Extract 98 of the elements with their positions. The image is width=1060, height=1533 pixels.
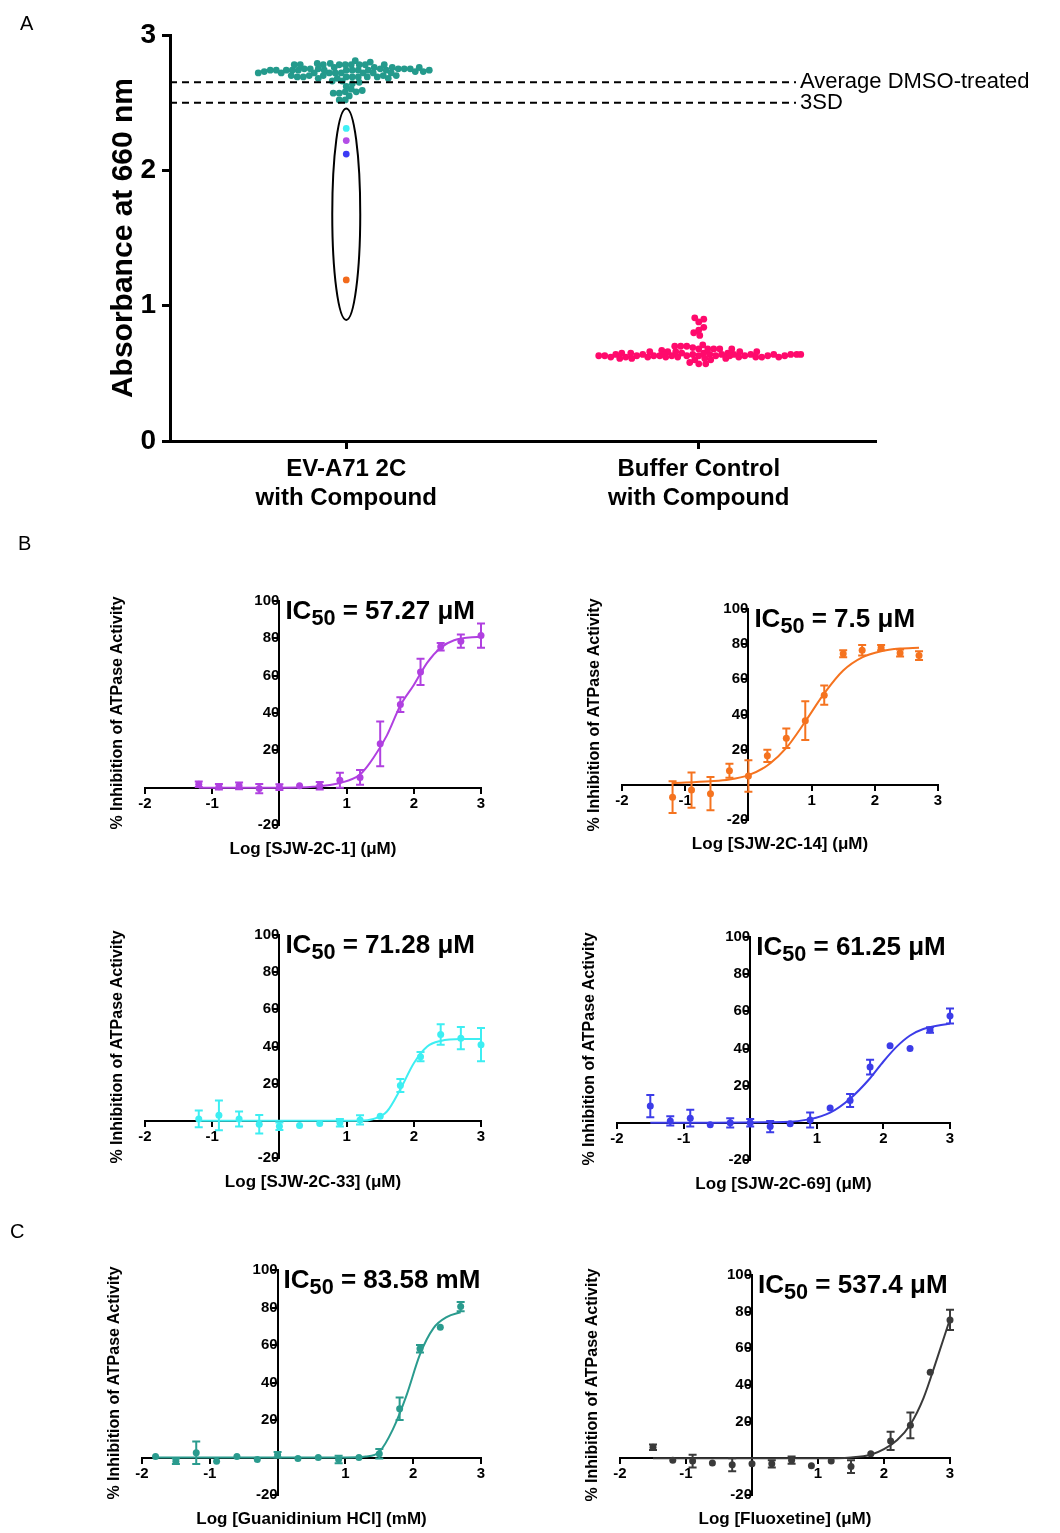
x-tick-label: -2 — [138, 793, 152, 811]
x-tick-label: 2 — [409, 793, 418, 811]
point — [886, 1042, 894, 1050]
chart-title: IC$_{50}$ = 57.27 μM — [285, 595, 475, 632]
x-axis-title: Log [Guanidinium HCl] (mM) — [196, 1509, 427, 1529]
x-tick-label: -1 — [676, 1128, 691, 1146]
y-axis-title: % Inhibition of ATPase Activity — [105, 1265, 123, 1500]
y-tick-label: 100 — [725, 927, 751, 945]
y-tick-label: 80 — [733, 964, 751, 982]
point — [926, 1368, 934, 1376]
x-tick-label: 2 — [870, 790, 879, 808]
y-axis-title: % Inhibition of ATPase Activity — [580, 931, 598, 1166]
x-tick-label: 3 — [476, 1463, 486, 1481]
x-axis-title: Log [Fluoxetine] (μM) — [698, 1509, 872, 1529]
y-tick-label: 1 — [140, 288, 156, 320]
x-tick-label: 1 — [807, 790, 816, 808]
x-tick-label: 2 — [409, 1463, 418, 1481]
y-tick-label: 40 — [735, 1375, 752, 1393]
y-tick-label: 100 — [726, 1265, 752, 1283]
point — [314, 1454, 322, 1461]
x-tick-label: Buffer Control with Compound — [607, 454, 790, 510]
point — [213, 1457, 221, 1465]
x-tick-label: 3 — [933, 790, 943, 808]
y-axis-title: % Inhibition of ATPase Activity — [583, 1268, 601, 1502]
y-tick-label: 100 — [252, 1260, 278, 1278]
chart-title: IC$_{50}$ = 83.58 mM — [283, 1264, 481, 1301]
point — [669, 1456, 677, 1464]
x-tick-label: 1 — [342, 793, 351, 811]
chart-title: IC$_{50}$ = 7.5 μM — [754, 603, 916, 640]
y-axis-title: % Inhibition of ATPase Activity — [108, 929, 126, 1164]
point — [253, 1455, 261, 1463]
point — [152, 1453, 160, 1461]
point — [706, 1121, 714, 1129]
x-tick-label: -1 — [679, 1464, 693, 1482]
y-axis-title: % Inhibition of ATPase Activity — [108, 596, 126, 830]
y-tick-label: 60 — [735, 1338, 752, 1356]
x-tick-label: -2 — [138, 1126, 152, 1144]
x-tick-label: 3 — [945, 1464, 955, 1482]
text: A — [20, 12, 34, 35]
y-tick-label: -20 — [255, 1485, 278, 1503]
point — [826, 1104, 834, 1112]
y-axis-title: Absorbance at 660 nm — [105, 77, 139, 399]
x-tick-label: 1 — [341, 1463, 350, 1481]
y-tick-label: 40 — [733, 1038, 751, 1056]
point — [708, 1459, 716, 1467]
chart-title: IC$_{50}$ = 61.25 μM — [756, 931, 946, 968]
x-axis-title: Log [SJW-2C-33] (μM) — [224, 1172, 402, 1192]
y-tick-label: 0 — [140, 423, 156, 455]
chart-title: IC$_{50}$ = 537.4 μM — [758, 1269, 948, 1306]
text: B — [18, 532, 32, 555]
y-tick-label: -20 — [728, 1150, 751, 1168]
chart-title: IC$_{50}$ = 71.28 μM — [285, 929, 475, 966]
x-tick-label: 3 — [476, 793, 486, 811]
x-tick-label: -2 — [135, 1463, 149, 1481]
y-tick-label: 80 — [735, 1301, 752, 1319]
y-tick-label: 3 — [140, 17, 156, 49]
point — [296, 1121, 304, 1129]
x-tick-label: -2 — [610, 1128, 624, 1146]
point — [376, 1112, 384, 1120]
x-tick-label: -1 — [205, 1126, 219, 1144]
y-tick-label: 20 — [733, 1075, 751, 1093]
y-tick-label: -20 — [730, 1485, 752, 1503]
point — [906, 1045, 914, 1052]
text: C — [10, 1220, 25, 1243]
point — [233, 1453, 241, 1461]
point — [355, 1454, 363, 1461]
x-axis-title: Log [SJW-2C-1] (μM) — [229, 839, 397, 859]
y-axis-title: % Inhibition of ATPase Activity — [585, 597, 603, 832]
y-tick-label: 60 — [733, 1001, 751, 1019]
point — [748, 1460, 756, 1468]
x-tick-label: -2 — [613, 1464, 627, 1482]
x-tick-label: 1 — [812, 1128, 821, 1146]
x-tick-label: 1 — [342, 1126, 351, 1144]
y-tick-label: 80 — [260, 1297, 278, 1315]
x-axis-title: Log [SJW-2C-69] (μM) — [695, 1174, 872, 1194]
x-tick-label: 2 — [879, 1128, 888, 1146]
x-tick-label: -2 — [615, 790, 629, 808]
x-tick-label: 3 — [476, 1126, 486, 1144]
y-tick-label: 2 — [140, 153, 156, 185]
x-tick-label: -1 — [203, 1463, 217, 1481]
x-tick-label: -1 — [678, 790, 692, 808]
point — [294, 1454, 302, 1462]
x-tick-label: 2 — [409, 1126, 418, 1144]
x-tick-label: 3 — [945, 1128, 955, 1146]
point — [807, 1462, 815, 1470]
x-tick-label: 2 — [879, 1464, 889, 1482]
x-tick-label: 1 — [813, 1464, 823, 1482]
x-tick-label: -1 — [205, 793, 219, 811]
x-axis-title: Log [SJW-2C-14] (μM) — [691, 834, 869, 854]
y-tick-label: 60 — [260, 1335, 278, 1353]
y-tick-label: 20 — [735, 1411, 752, 1429]
point — [867, 1450, 875, 1458]
y-tick-label: 20 — [260, 1410, 278, 1428]
point — [786, 1120, 794, 1128]
point — [296, 782, 304, 790]
point — [827, 1457, 835, 1465]
point — [436, 1323, 444, 1331]
x-tick-label: EV-A71 2C with Compound — [254, 454, 437, 510]
